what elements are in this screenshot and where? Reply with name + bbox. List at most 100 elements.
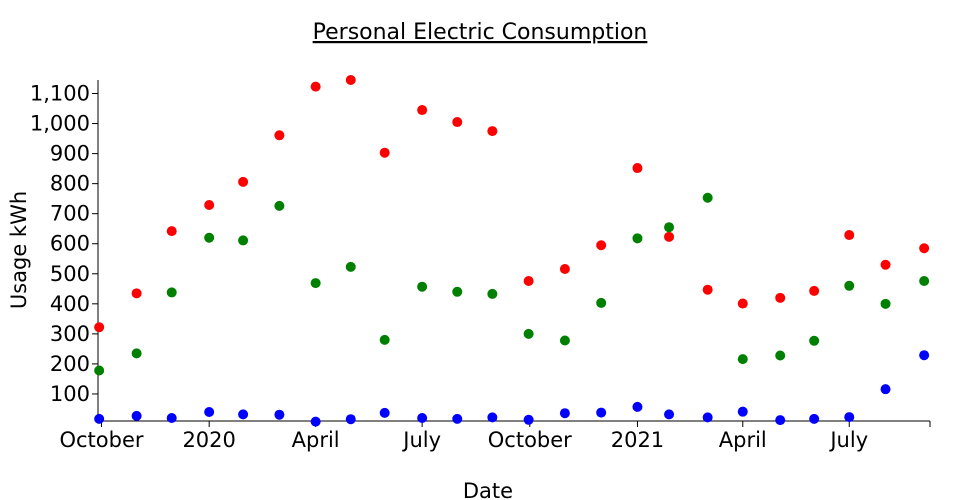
series-3 bbox=[94, 350, 930, 427]
x-axis-label: Date bbox=[463, 479, 513, 500]
data-point bbox=[737, 354, 748, 365]
data-point bbox=[632, 401, 643, 412]
data-point bbox=[379, 147, 390, 158]
data-point bbox=[809, 335, 820, 346]
data-point bbox=[737, 298, 748, 309]
data-point bbox=[880, 384, 891, 395]
data-point bbox=[238, 235, 249, 246]
series-1 bbox=[94, 75, 930, 333]
data-point bbox=[844, 230, 855, 241]
data-point bbox=[94, 365, 105, 376]
data-point bbox=[775, 415, 786, 426]
data-point bbox=[417, 105, 428, 116]
x-tick-label: April bbox=[292, 428, 340, 452]
x-tick-label: April bbox=[719, 428, 767, 452]
data-point bbox=[559, 263, 570, 274]
y-axis: 100 200 300 400 500 600 700 800 900 1,000 1,100 bbox=[30, 80, 99, 421]
data-point bbox=[166, 287, 177, 298]
y-tick-label: 500 bbox=[50, 262, 90, 286]
data-point bbox=[204, 232, 215, 243]
data-point bbox=[345, 414, 356, 425]
data-point bbox=[559, 408, 570, 419]
data-point bbox=[775, 292, 786, 303]
data-point bbox=[919, 275, 930, 286]
data-point bbox=[559, 335, 570, 346]
data-point bbox=[131, 288, 142, 299]
data-points bbox=[94, 75, 930, 427]
data-point bbox=[274, 130, 285, 141]
data-point bbox=[775, 350, 786, 361]
data-point bbox=[166, 226, 177, 237]
data-point bbox=[523, 414, 534, 425]
data-point bbox=[94, 413, 105, 424]
data-point bbox=[487, 288, 498, 299]
y-tick-label: 400 bbox=[50, 292, 90, 316]
data-point bbox=[919, 243, 930, 254]
data-point bbox=[880, 298, 891, 309]
data-point bbox=[310, 416, 321, 427]
x-tick-label: July bbox=[828, 428, 868, 452]
data-point bbox=[880, 259, 891, 270]
x-tick-label: 2020 bbox=[182, 428, 235, 452]
data-point bbox=[487, 126, 498, 137]
data-point bbox=[809, 285, 820, 296]
data-point bbox=[596, 297, 607, 308]
data-point bbox=[702, 412, 713, 423]
y-tick-label: 800 bbox=[50, 172, 90, 196]
x-tick-label: 2021 bbox=[611, 428, 664, 452]
data-point bbox=[664, 222, 675, 233]
data-point bbox=[345, 75, 356, 85]
data-point bbox=[238, 409, 249, 420]
data-point bbox=[131, 348, 142, 359]
data-point bbox=[452, 413, 463, 424]
data-point bbox=[166, 412, 177, 423]
data-point bbox=[596, 240, 607, 251]
y-tick-label: 700 bbox=[50, 202, 90, 226]
data-point bbox=[737, 406, 748, 417]
y-axis-label: Usage kWh bbox=[7, 191, 31, 309]
data-point bbox=[417, 281, 428, 292]
data-point bbox=[844, 280, 855, 291]
data-point bbox=[919, 350, 930, 361]
data-point bbox=[204, 406, 215, 417]
data-point bbox=[844, 412, 855, 423]
x-tick-label: July bbox=[401, 428, 441, 452]
data-point bbox=[487, 412, 498, 423]
data-point bbox=[452, 117, 463, 128]
data-point bbox=[702, 284, 713, 295]
data-point bbox=[379, 334, 390, 345]
data-point bbox=[274, 409, 285, 420]
data-point bbox=[664, 231, 675, 242]
data-point bbox=[274, 200, 285, 211]
data-point bbox=[204, 199, 215, 210]
chart-title: Personal Electric Consumption bbox=[313, 20, 648, 45]
data-point bbox=[702, 192, 713, 203]
data-point bbox=[632, 233, 643, 244]
data-point bbox=[523, 328, 534, 339]
series-2 bbox=[94, 192, 930, 376]
x-axis: October 2020 April July October 2021 April July bbox=[59, 420, 931, 452]
y-tick-label: 300 bbox=[50, 322, 90, 346]
data-point bbox=[596, 407, 607, 418]
y-tick-label: 200 bbox=[50, 352, 90, 376]
data-point bbox=[310, 278, 321, 289]
data-point bbox=[310, 81, 321, 92]
data-point bbox=[131, 410, 142, 421]
data-point bbox=[523, 275, 534, 286]
data-point bbox=[417, 412, 428, 423]
y-tick-label: 1,100 bbox=[30, 82, 90, 106]
y-tick-label: 1,000 bbox=[30, 112, 90, 136]
data-point bbox=[238, 176, 249, 187]
y-tick-label: 900 bbox=[50, 142, 90, 166]
data-point bbox=[664, 409, 675, 420]
x-tick-label: October bbox=[59, 428, 143, 452]
data-point bbox=[94, 322, 105, 333]
data-point bbox=[345, 261, 356, 272]
x-tick-label: October bbox=[488, 428, 572, 452]
data-point bbox=[379, 407, 390, 418]
data-point bbox=[452, 286, 463, 297]
y-tick-label: 600 bbox=[50, 232, 90, 256]
y-tick-label: 100 bbox=[50, 382, 90, 406]
data-point bbox=[809, 413, 820, 424]
